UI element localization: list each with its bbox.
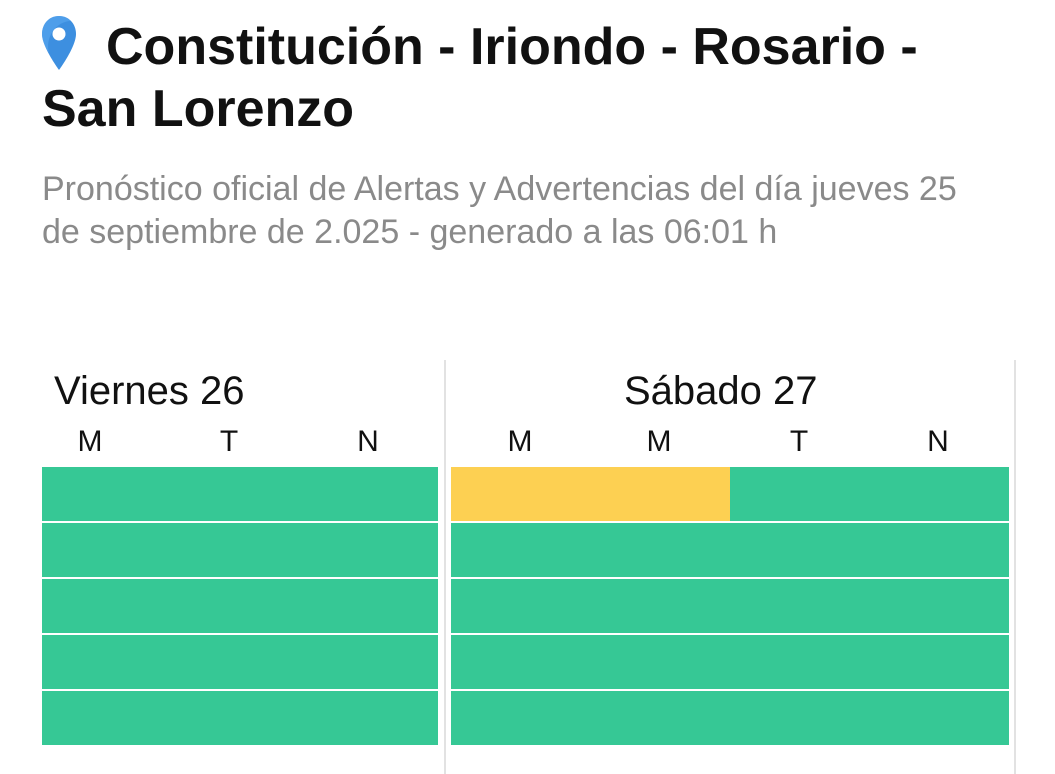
period-label: M: [507, 425, 533, 458]
alert-cell-normal: [174, 579, 306, 633]
alert-cell-normal: [451, 691, 591, 745]
alert-cell-normal: [42, 691, 174, 745]
alert-cell-normal: [306, 691, 438, 745]
alert-cell-normal: [730, 523, 870, 577]
alert-row: [451, 579, 1009, 633]
alert-cell-normal: [174, 691, 306, 745]
alert-cell-normal: [306, 635, 438, 689]
alert-cell-normal: [590, 523, 730, 577]
alert-cell-normal: [42, 467, 174, 521]
alert-cell-normal: [306, 579, 438, 633]
day-title-viernes: Viernes 26: [54, 369, 245, 413]
period-label: N: [927, 425, 949, 458]
alert-cell-normal: [451, 635, 591, 689]
day-title-sabado: Sábado 27: [624, 369, 818, 413]
alert-cell-normal: [869, 635, 1009, 689]
alert-cell-yellow: [590, 467, 730, 521]
alert-cell-normal: [174, 467, 306, 521]
alert-cell-normal: [590, 579, 730, 633]
alert-row: [451, 467, 1009, 521]
alert-cell-normal: [174, 635, 306, 689]
alert-cell-normal: [869, 467, 1009, 521]
alert-cell-normal: [590, 635, 730, 689]
forecast-subtitle: Pronóstico oficial de Alertas y Adverten…: [42, 170, 957, 251]
alert-row: [42, 467, 438, 521]
alert-row: [42, 691, 438, 745]
alert-grid-sabado: [451, 467, 1009, 747]
alert-grid-viernes: [42, 467, 438, 747]
alert-row: [451, 523, 1009, 577]
alert-cell-normal: [306, 467, 438, 521]
period-label: T: [789, 425, 809, 458]
alert-row: [42, 579, 438, 633]
alert-cell-normal: [730, 467, 870, 521]
zone-title: Constitución - Iriondo - Rosario - San L…: [42, 18, 918, 138]
alert-cell-normal: [869, 691, 1009, 745]
alert-cell-normal: [869, 579, 1009, 633]
period-label: M: [77, 425, 103, 458]
alert-row: [42, 635, 438, 689]
alert-cell-normal: [451, 523, 591, 577]
alert-row: [451, 691, 1009, 745]
alert-cell-normal: [451, 579, 591, 633]
alert-cell-normal: [306, 523, 438, 577]
alert-cell-normal: [730, 635, 870, 689]
alert-cell-yellow: [451, 467, 591, 521]
period-label: T: [219, 425, 239, 458]
column-divider: [444, 360, 446, 774]
alert-cell-normal: [590, 691, 730, 745]
alert-row: [451, 635, 1009, 689]
period-label: N: [357, 425, 379, 458]
alert-cell-normal: [42, 635, 174, 689]
alert-cell-normal: [42, 579, 174, 633]
column-divider-right: [1014, 360, 1016, 774]
alert-cell-normal: [730, 579, 870, 633]
alert-cell-normal: [174, 523, 306, 577]
alert-cell-normal: [730, 691, 870, 745]
alert-cell-normal: [869, 523, 1009, 577]
location-pin-icon: [42, 16, 76, 70]
alert-row: [42, 523, 438, 577]
period-label: M: [646, 425, 672, 458]
alert-cell-normal: [42, 523, 174, 577]
